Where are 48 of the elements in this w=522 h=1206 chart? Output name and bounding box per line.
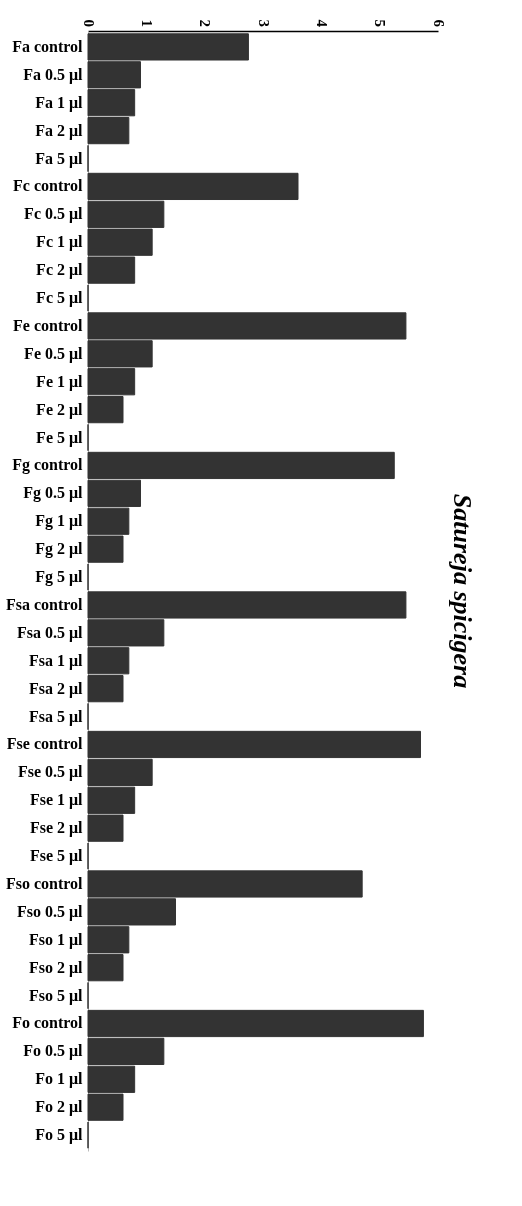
y-tick-label: Fe 2 μl [36, 400, 84, 419]
y-tick-label: Fc 1 μl [36, 233, 84, 252]
y-tick-label: Fsa 5 μl [28, 707, 84, 726]
y-tick-label: Fo control [12, 1014, 84, 1032]
y-tick-label: Fo 1 μl [35, 1070, 84, 1089]
y-tick-label: Fg 2 μl [35, 540, 84, 559]
y-tick-label: Fo 0.5 μl [23, 1042, 84, 1061]
y-tick-label: Fo 5 μl [35, 1126, 84, 1145]
x-tick-label: 4 [313, 19, 330, 28]
y-tick-label: Fe control [13, 316, 84, 334]
y-tick-label: Fse control [6, 735, 84, 753]
y-tick-label: Fa 5 μl [35, 149, 84, 168]
y-tick-label: Fc 2 μl [36, 261, 84, 280]
text: Satureja spicigera [448, 493, 477, 689]
y-tick-label: Fc 0.5 μl [24, 205, 84, 224]
x-tick-label: 1 [138, 19, 155, 27]
y-tick-label: Fe 1 μl [36, 372, 84, 391]
y-tick-label: Fa 1 μl [35, 93, 84, 112]
y-tick-label: Fa 0.5 μl [23, 65, 84, 84]
y-tick-label: Fe 0.5 μl [24, 344, 84, 363]
y-tick-label: Fe 5 μl [36, 428, 84, 447]
y-tick-label: Fso control [5, 874, 84, 892]
y-tick-label: Fg 5 μl [35, 568, 84, 587]
x-tick-label: 3 [255, 19, 272, 27]
y-tick-label: Fg 0.5 μl [23, 484, 84, 503]
y-tick-label: Fse 2 μl [29, 819, 84, 838]
x-tick-label: 0 [80, 19, 97, 27]
y-tick-label: Fso 0.5 μl [16, 902, 84, 921]
y-tick-label: Fso 2 μl [28, 958, 84, 977]
y-tick-label: Fsa 0.5 μl [16, 623, 84, 642]
y-tick-label: Fa 2 μl [35, 121, 84, 140]
y-tick-label: Fso 1 μl [28, 930, 84, 949]
y-tick-label: Fg 1 μl [35, 512, 84, 531]
y-tick-label: Fsa control [5, 595, 84, 613]
y-tick-label: Fse 0.5 μl [17, 763, 84, 782]
y-tick-label: Fc 5 μl [36, 289, 84, 308]
y-tick-label: Fse 5 μl [29, 847, 84, 866]
x-tick-label: 6 [430, 19, 447, 28]
y-tick-label: Fc control [13, 177, 84, 195]
y-tick-label: Fsa 1 μl [28, 651, 84, 670]
x-tick-label: 2 [197, 19, 214, 27]
y-tick-label: Fa control [12, 37, 84, 55]
y-tick-label: Fsa 2 μl [28, 679, 84, 698]
x-tick-label: 5 [372, 19, 389, 27]
y-tick-label: Fso 5 μl [28, 986, 84, 1005]
y-tick-label: Fg control [12, 456, 84, 475]
y-tick-label: Fo 2 μl [35, 1098, 84, 1117]
y-tick-label: Fse 1 μl [29, 791, 84, 810]
